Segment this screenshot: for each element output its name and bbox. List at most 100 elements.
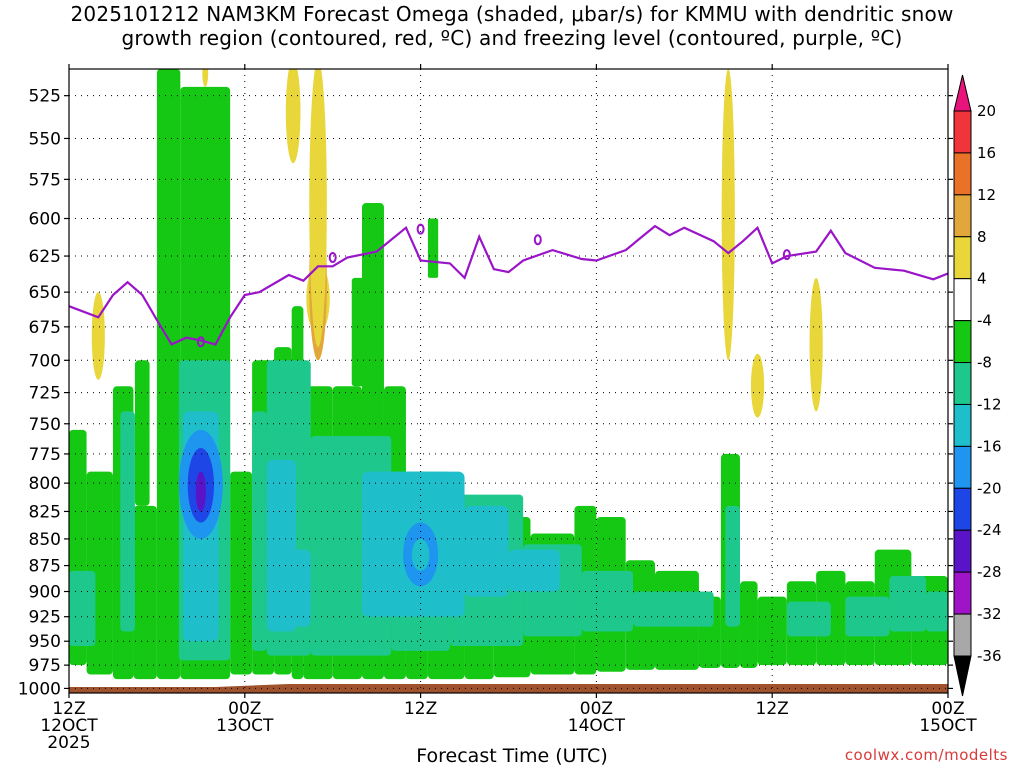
y-tick-label: 525 [29, 87, 61, 107]
y-tick-label: 775 [29, 445, 61, 465]
freezing-level-label-zero [328, 252, 337, 264]
descent-region [202, 69, 209, 87]
ascent-region-strong [508, 549, 560, 592]
y-tick-label: 550 [29, 129, 61, 149]
colorbar-cell [953, 194, 972, 238]
x-tick-label: 2025 [47, 733, 90, 753]
y-tick-label: 875 [29, 557, 61, 577]
y-tick-label: 1000 [18, 679, 61, 699]
freezing-level-line [68, 224, 949, 346]
ascent-region-moderate [889, 576, 927, 632]
freezing-level-label-zero [533, 234, 542, 246]
x-axis-title: Forecast Time (UTC) [416, 745, 608, 767]
colorbar-label: 8 [977, 228, 987, 246]
x-tick-label: 12Z [756, 699, 789, 719]
ascent-region-strong [281, 549, 311, 627]
colorbar-label: -28 [977, 563, 1002, 581]
ascent-region-moderate [926, 591, 948, 632]
y-tick-label: 850 [29, 530, 61, 550]
colorbar-cell [953, 362, 972, 405]
colorbar-cell [953, 487, 972, 531]
ascent-spike [351, 277, 367, 387]
y-tick-label: 975 [29, 656, 61, 676]
ascent-region-moderate [252, 411, 267, 651]
descent-region [91, 292, 105, 380]
x-tick-label: 12Z [404, 699, 437, 719]
colorbar-cell [953, 152, 972, 196]
ascent-region-weak [816, 570, 846, 666]
y-tick-label: 625 [29, 247, 61, 267]
y-tick-label: 950 [29, 632, 61, 652]
y-tick-label: 700 [29, 351, 61, 371]
freezing-level-label-zero [416, 223, 425, 235]
descent-region [309, 69, 327, 348]
credit-text: coolwx.com/modelts [844, 746, 1008, 764]
x-tick-label: 15OCT [919, 716, 977, 736]
ascent-region-moderate [69, 570, 96, 647]
x-tick-label: 00Z [228, 699, 261, 719]
y-tick-label: 725 [29, 384, 61, 404]
colorbar-cell [953, 320, 972, 364]
chart-title-line2: growth region (contoured, red, ºC) and f… [121, 26, 903, 50]
ascent-core-peak [195, 471, 206, 512]
ascent-core [411, 538, 430, 571]
ascent-region-moderate [725, 505, 740, 627]
colorbar-label: -16 [977, 437, 1002, 455]
omega-field [69, 69, 948, 693]
y-tick-label: 575 [29, 170, 61, 190]
colorbar-label: 16 [977, 144, 996, 162]
colorbar-cell [953, 74, 972, 112]
ascent-spike [427, 218, 439, 278]
x-tick-label: 14OCT [568, 716, 626, 736]
colorbar-cell [953, 445, 972, 489]
x-tick-label: 00Z [580, 699, 613, 719]
colorbar-label: 20 [977, 102, 996, 120]
y-tick-label: 800 [29, 474, 61, 494]
colorbar-label: -4 [977, 312, 992, 330]
colorbar-cell [953, 529, 972, 573]
ascent-region-weak [739, 581, 758, 668]
ascent-region-weak [757, 596, 787, 666]
colorbar-cell [953, 571, 972, 615]
ascent-spike [134, 360, 150, 506]
x-tick-label: 12Z [52, 699, 85, 719]
freezing-level-label-zero [196, 336, 205, 348]
chart-title: 2025101212 NAM3KM Forecast Omega (shaded… [0, 2, 1024, 50]
ascent-region-strong [464, 505, 509, 597]
colorbar-label: -12 [977, 395, 1002, 413]
colorbar-cell [953, 236, 972, 280]
colorbar-cell [953, 655, 972, 697]
colorbar-cell [953, 613, 972, 657]
colorbar-label: 4 [977, 270, 987, 288]
ascent-region-moderate [120, 411, 135, 632]
descent-region [750, 353, 765, 418]
colorbar-cell [953, 403, 972, 447]
colorbar-label: -8 [977, 354, 992, 372]
x-tick-label: 12OCT [40, 716, 98, 736]
y-tick-label: 925 [29, 608, 61, 628]
colorbar-cell [953, 278, 972, 322]
ascent-region-moderate [786, 601, 831, 637]
descent-region [721, 69, 735, 361]
plot-frame [68, 68, 949, 694]
ascent-region-moderate [581, 570, 634, 632]
colorbar-label: -20 [977, 479, 1002, 497]
x-tick-label: 00Z [931, 699, 964, 719]
chart-title-line1: 2025101212 NAM3KM Forecast Omega (shaded… [70, 2, 954, 26]
freezing-level-label-zero [782, 249, 791, 261]
y-tick-label: 600 [29, 210, 61, 230]
descent-region [285, 69, 301, 164]
colorbar-label: -24 [977, 521, 1002, 539]
ascent-region-weak [156, 69, 181, 680]
y-tick-label: 825 [29, 502, 61, 522]
x-tick-label: 13OCT [216, 716, 274, 736]
y-tick-label: 650 [29, 283, 61, 303]
colorbar-label: -36 [977, 647, 1002, 665]
y-tick-label: 900 [29, 582, 61, 602]
ascent-region-weak [230, 471, 253, 675]
ascent-region-moderate [633, 591, 714, 627]
colorbar-cell [953, 110, 972, 154]
ascent-region-weak [133, 505, 157, 680]
colorbar-label: 12 [977, 186, 996, 204]
